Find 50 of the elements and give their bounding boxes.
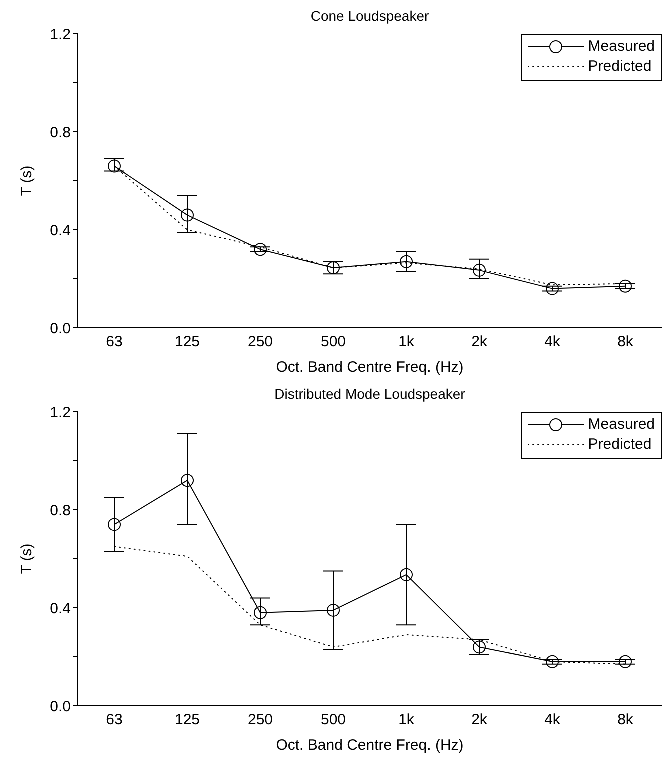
- x-axis-title: Oct. Band Centre Freq. (Hz): [276, 737, 464, 754]
- x-tick-label: 250: [248, 334, 274, 351]
- point: [181, 474, 194, 488]
- point: [400, 568, 413, 582]
- x-tick-label: 2k: [472, 712, 488, 729]
- point: [254, 243, 267, 256]
- y-tick-label: 0.8: [50, 124, 71, 142]
- legend-label: Predicted: [588, 435, 652, 455]
- y-tick-label: 0.4: [50, 600, 71, 618]
- y-tick-label: 0.4: [50, 222, 71, 240]
- x-tick-label: 125: [174, 712, 200, 729]
- x-tick-label: 1k: [398, 712, 415, 729]
- y-tick-label: 0.0: [50, 320, 71, 338]
- y-tick-label: 0.0: [50, 698, 71, 716]
- y-tick-label: 1.2: [50, 404, 71, 422]
- y-axis-title: T (s): [18, 166, 36, 196]
- point: [619, 280, 632, 293]
- chart-title: Cone Loudspeaker: [310, 8, 430, 26]
- x-tick-label: 2k: [472, 334, 488, 351]
- point: [327, 261, 340, 274]
- point: [181, 208, 194, 222]
- point: [473, 264, 486, 277]
- legend-label: Predicted: [588, 57, 652, 77]
- point: [473, 640, 486, 654]
- x-tick-label: 8k: [618, 334, 634, 351]
- y-tick-label: 1.2: [50, 26, 71, 44]
- x-tick-label: 63: [106, 334, 123, 351]
- x-tick-label: 63: [106, 712, 123, 729]
- x-tick-label: 4k: [544, 712, 561, 729]
- x-tick-label: 4k: [544, 334, 561, 351]
- x-tick-label: 250: [248, 712, 274, 729]
- x-tick-label: 1k: [398, 334, 415, 351]
- chart-title: Distributed Mode Loudspeaker: [274, 386, 466, 404]
- x-axis-title: Oct. Band Centre Freq. (Hz): [276, 359, 464, 376]
- legend-label: Measured: [588, 415, 655, 435]
- point: [546, 282, 559, 296]
- x-tick-label: 500: [320, 334, 346, 351]
- point: [546, 655, 559, 668]
- point: [254, 606, 267, 620]
- point: [108, 160, 121, 173]
- point: [108, 518, 121, 532]
- legend-label: Measured: [588, 37, 655, 57]
- point: [619, 655, 632, 668]
- point: [400, 255, 413, 268]
- x-tick-label: 8k: [618, 712, 634, 729]
- point: [327, 604, 340, 617]
- x-tick-label: 125: [174, 334, 200, 351]
- y-axis-title: T (s): [18, 544, 36, 574]
- x-tick-label: 500: [320, 712, 346, 729]
- y-tick-label: 0.8: [50, 502, 71, 520]
